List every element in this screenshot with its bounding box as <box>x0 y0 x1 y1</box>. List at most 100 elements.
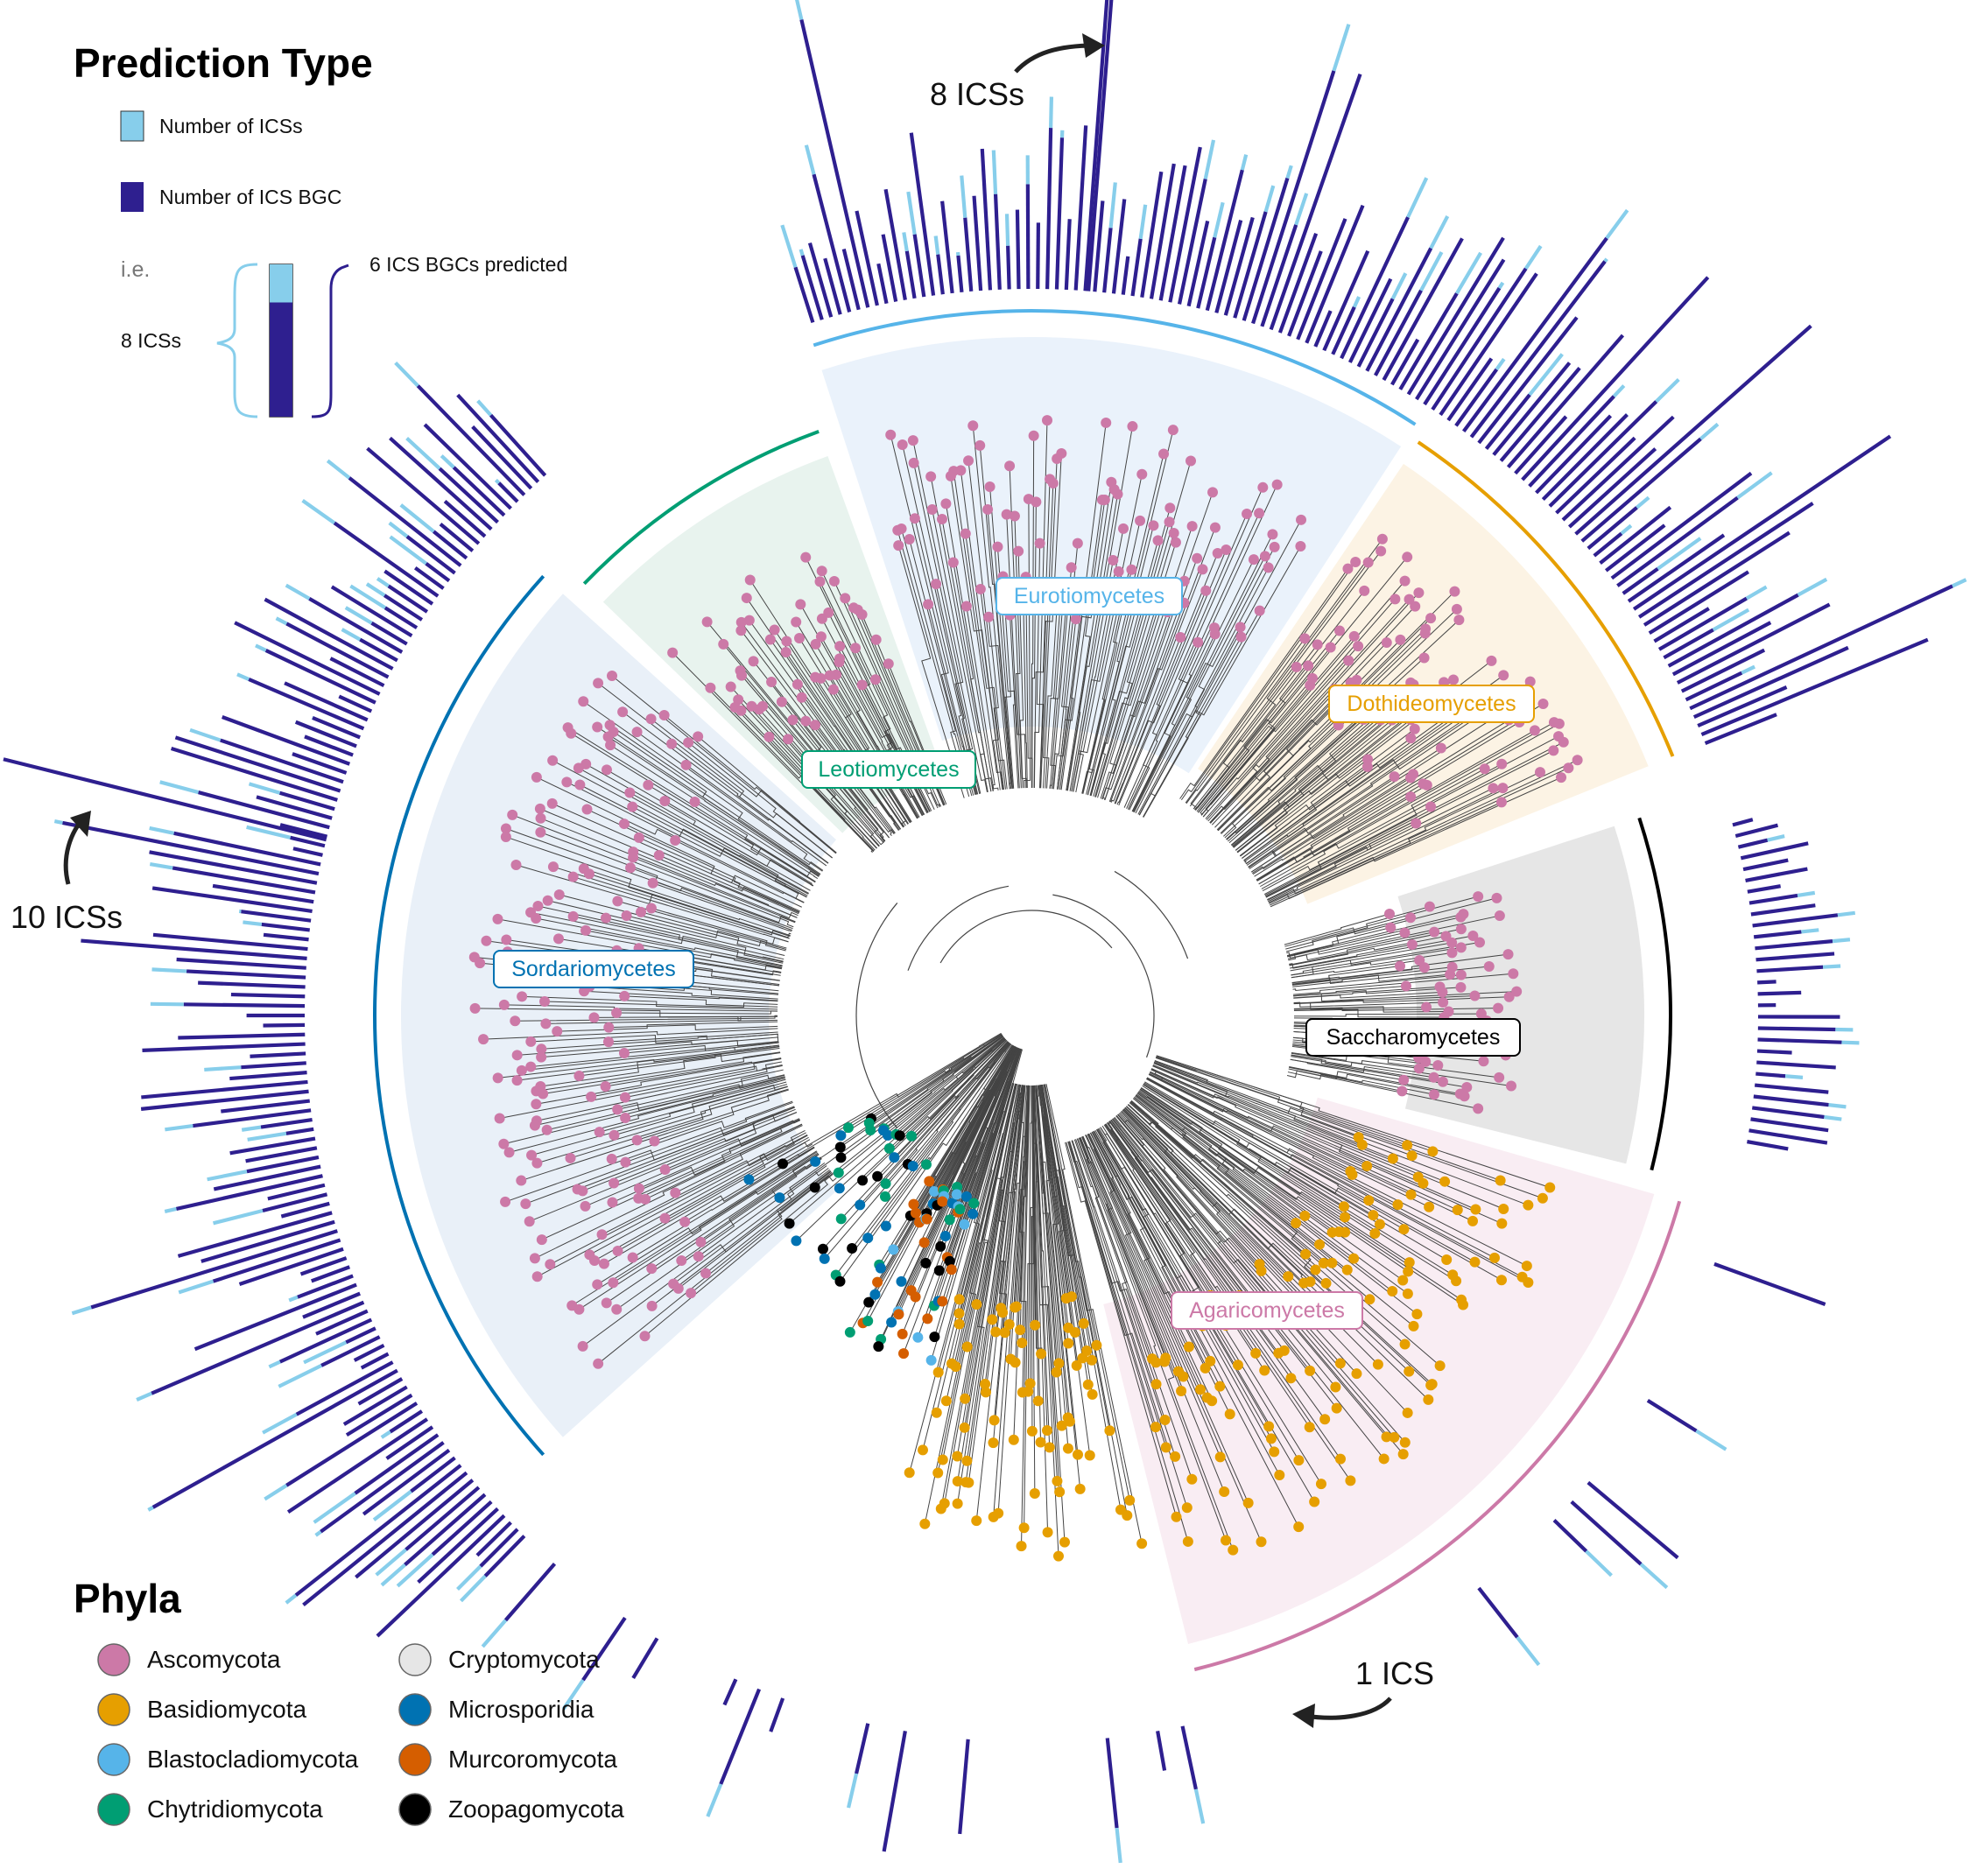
bar-ics-bgc <box>1757 1026 1836 1032</box>
bar-ics-bgc <box>170 746 338 802</box>
tree-branch <box>1220 697 1371 834</box>
leaf-tip <box>1148 520 1159 531</box>
leaf-tip <box>536 1051 547 1063</box>
bar-ics-bgc <box>295 1360 394 1416</box>
tree-branch <box>942 1083 1017 1460</box>
leaf-tip <box>980 1387 991 1398</box>
tree-branch <box>1249 711 1476 869</box>
clade-name: Sordariomycetes <box>511 957 676 981</box>
tree-branch <box>1045 1084 1130 1500</box>
leaf-tip <box>503 1147 515 1158</box>
tree-branch <box>1094 1129 1270 1427</box>
leaf-tip <box>618 819 630 830</box>
bar-ics-bgc <box>311 1265 351 1283</box>
leaf-tip <box>993 1507 1004 1519</box>
leaf-tip <box>919 1518 931 1529</box>
clade-label-sordariomycetes: Sordariomycetes <box>493 950 694 988</box>
bar-ics <box>706 1783 723 1817</box>
bar-ics-bgc <box>1587 1480 1679 1560</box>
leaf-tip <box>787 714 799 726</box>
leaf-tip <box>1278 1345 1290 1356</box>
leaf-tip <box>1524 676 1536 687</box>
leaf-tip <box>1434 1360 1446 1372</box>
leaf-tip <box>937 1454 948 1465</box>
bar-ics-bgc <box>329 657 385 688</box>
leaf-tip <box>1171 1511 1182 1522</box>
leaf-tip <box>735 625 747 636</box>
tree-branch <box>989 486 1015 789</box>
tree-branch <box>869 1035 1003 1131</box>
bar-ics <box>1138 204 1148 240</box>
leaf-tip <box>627 1252 638 1263</box>
bar-ics <box>388 521 409 538</box>
bar-ics-bgc <box>1006 245 1011 290</box>
tree-branch <box>901 1046 1017 1282</box>
bar-ics-bgc <box>284 681 369 722</box>
bar-ics-bgc <box>1477 316 1579 445</box>
leaf-tip <box>1432 1059 1444 1071</box>
tree-branch <box>957 1084 1020 1504</box>
tree-branch <box>1097 1128 1275 1452</box>
bar-ics <box>1213 201 1225 238</box>
tree-branch <box>626 915 787 950</box>
tree-branch <box>1293 995 1475 1005</box>
bar-ics-bgc <box>1692 645 1849 720</box>
tree-branch <box>694 801 816 883</box>
tree-branch <box>552 760 807 898</box>
tree-branch <box>1022 1085 1031 1393</box>
bar-ics <box>1528 353 1564 397</box>
leaf-tip <box>1200 585 1212 596</box>
leaf-tip <box>639 1331 651 1342</box>
tree-branch <box>1082 1135 1262 1542</box>
tree-branch <box>503 1004 778 1012</box>
tree-branch <box>938 1048 1021 1302</box>
bar-ics-bgc <box>1506 334 1625 468</box>
tree-branch <box>1035 1085 1060 1493</box>
leaf-tip <box>850 643 862 654</box>
leaf-tip <box>961 1455 973 1466</box>
tree-branch <box>540 1044 780 1087</box>
leaf-tip <box>1296 514 1307 525</box>
bar-ics <box>1263 185 1276 213</box>
leaf-tip <box>511 1050 523 1061</box>
bar-ics-bgc <box>1121 256 1130 295</box>
leaf-tip <box>1091 1339 1102 1351</box>
leaf-tip <box>1351 1368 1362 1380</box>
leaf-tip <box>680 759 692 770</box>
leaf-tip <box>1408 1320 1419 1331</box>
bar-ics <box>1294 193 1309 226</box>
leaf-tip <box>1263 1421 1275 1432</box>
tree-branch <box>1228 709 1398 844</box>
phylum-item: Basidiomycota <box>97 1693 307 1726</box>
leaf-tip <box>1028 430 1039 441</box>
leaf-tip <box>974 439 986 451</box>
bar-ics-bgc <box>285 1402 419 1487</box>
leaf-tip <box>1402 1288 1413 1299</box>
leaf-tip <box>1421 1001 1432 1013</box>
leaf-tip <box>967 1208 979 1219</box>
tree-branch <box>973 1048 1021 1204</box>
leaf-tip <box>1449 586 1460 597</box>
tree-backbone <box>939 910 1113 964</box>
clade-name: Saccharomycetes <box>1326 1025 1501 1050</box>
tree-branch <box>1284 913 1390 945</box>
leaf-tip <box>693 1251 704 1262</box>
leaf-tip <box>535 826 546 838</box>
bar-ics-bgc <box>256 795 333 820</box>
leaf-tip <box>1214 1451 1226 1463</box>
tree-branch <box>570 733 813 887</box>
bar-ics <box>1332 24 1351 72</box>
bar-ics <box>53 819 63 825</box>
bar-ics-bgc <box>1356 298 1395 368</box>
tree-branch <box>1077 1138 1227 1541</box>
tree-branch <box>672 1162 826 1285</box>
bar-ics-bgc <box>972 195 983 292</box>
tree-branch <box>1193 562 1369 810</box>
tree-branch <box>1114 636 1181 805</box>
bar-ics-bgc <box>292 752 348 775</box>
leaf-tip <box>1267 529 1278 540</box>
leaf-tip <box>953 1308 965 1319</box>
tree-branch <box>530 911 784 960</box>
bar-ics-bgc <box>1158 165 1187 301</box>
tree-branch <box>1104 1124 1351 1481</box>
